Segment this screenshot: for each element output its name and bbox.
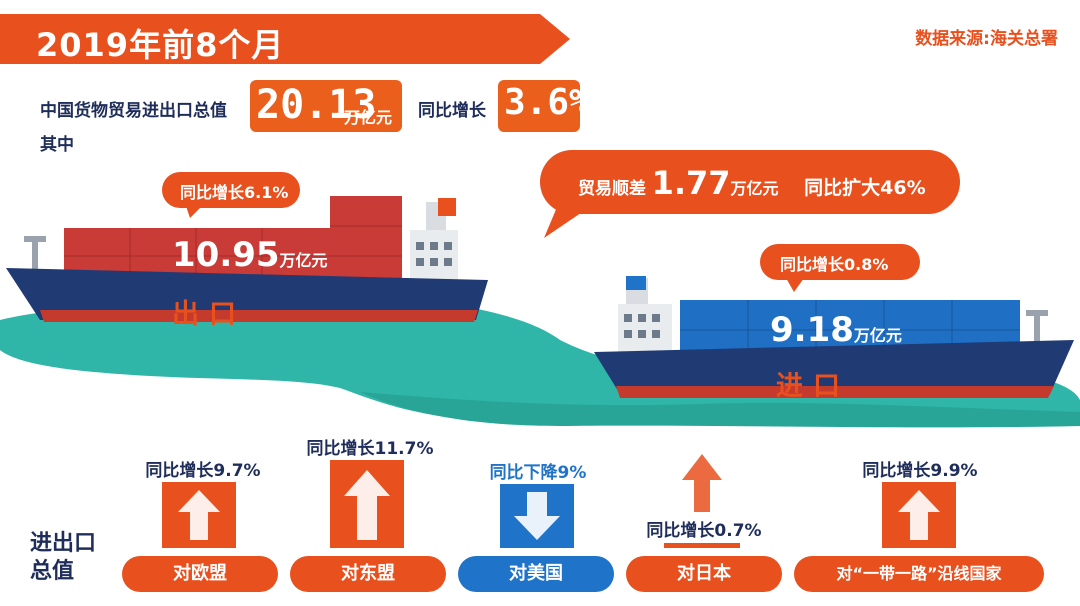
up-arrow-icon: [162, 482, 236, 548]
import-value: 9.18: [770, 310, 854, 350]
export-unit: 万亿元: [279, 251, 328, 270]
total-unit: 万亿元: [344, 108, 393, 127]
partners-row-label-1: 进出口: [30, 531, 97, 556]
growth-value: 3.6%: [504, 82, 591, 123]
export-growth: 同比增长6.1%: [180, 183, 289, 202]
total-label: 中国货物贸易进出口总值: [40, 101, 227, 121]
up-arrow-icon: [330, 460, 404, 548]
total-value-box: 20.13 万亿元: [250, 80, 402, 132]
import-unit: 万亿元: [853, 326, 902, 345]
partner-eu: 对欧盟: [122, 556, 278, 592]
growth-label: 同比增长: [418, 101, 486, 121]
partner-usa: 对美国: [458, 556, 614, 592]
partner-stat-usa: 同比下降9%: [489, 463, 587, 483]
partners-row-label-2: 总值: [30, 559, 75, 584]
partner-stat-belt-road: 同比增长9.9%: [862, 461, 978, 481]
total-value: 20.13: [256, 82, 377, 128]
export-value-group: 10.95万亿元: [172, 235, 328, 275]
import-ship: [594, 276, 1074, 398]
export-value: 10.95: [172, 235, 280, 275]
partner-stat-japan: 同比增长0.7%: [646, 521, 762, 541]
surplus-bubble: [540, 150, 960, 238]
partner-japan: 对日本: [626, 556, 782, 592]
down-arrow-icon: [500, 484, 574, 548]
japan-bar: [664, 543, 740, 548]
import-label: 进口: [776, 371, 850, 402]
growth-value-box: 3.6%: [498, 80, 591, 132]
surplus-group: 贸易顺差 1.77万亿元 同比扩大46%: [578, 164, 926, 202]
partner-stat-asean: 同比增长11.7%: [306, 439, 434, 459]
up-arrow-icon: [882, 482, 956, 548]
up-arrow-icon: [682, 454, 722, 512]
partners-row-label: 进出口 总值: [30, 530, 96, 586]
partner-asean: 对东盟: [290, 556, 446, 592]
surplus-change: 同比扩大46%: [804, 177, 926, 199]
surplus-unit: 万亿元: [730, 179, 779, 198]
surplus-value: 1.77: [651, 164, 731, 202]
partner-stat-eu: 同比增长9.7%: [145, 461, 261, 481]
export-label: 出口: [172, 299, 246, 330]
page-title: 2019年前8个月: [36, 26, 285, 64]
import-growth: 同比增长0.8%: [780, 255, 889, 274]
title-banner: [0, 14, 570, 64]
partner-belt-road: 对“一带一路”沿线国家: [794, 556, 1044, 592]
import-growth-bubble: 同比增长0.8%: [760, 244, 920, 292]
surplus-label: 贸易顺差: [578, 179, 646, 199]
export-ship: [6, 196, 488, 322]
data-source: 数据来源:海关总署: [915, 29, 1058, 49]
import-value-group: 9.18万亿元: [770, 310, 902, 350]
sub-label: 其中: [40, 135, 74, 155]
export-growth-bubble: 同比增长6.1%: [162, 172, 300, 218]
